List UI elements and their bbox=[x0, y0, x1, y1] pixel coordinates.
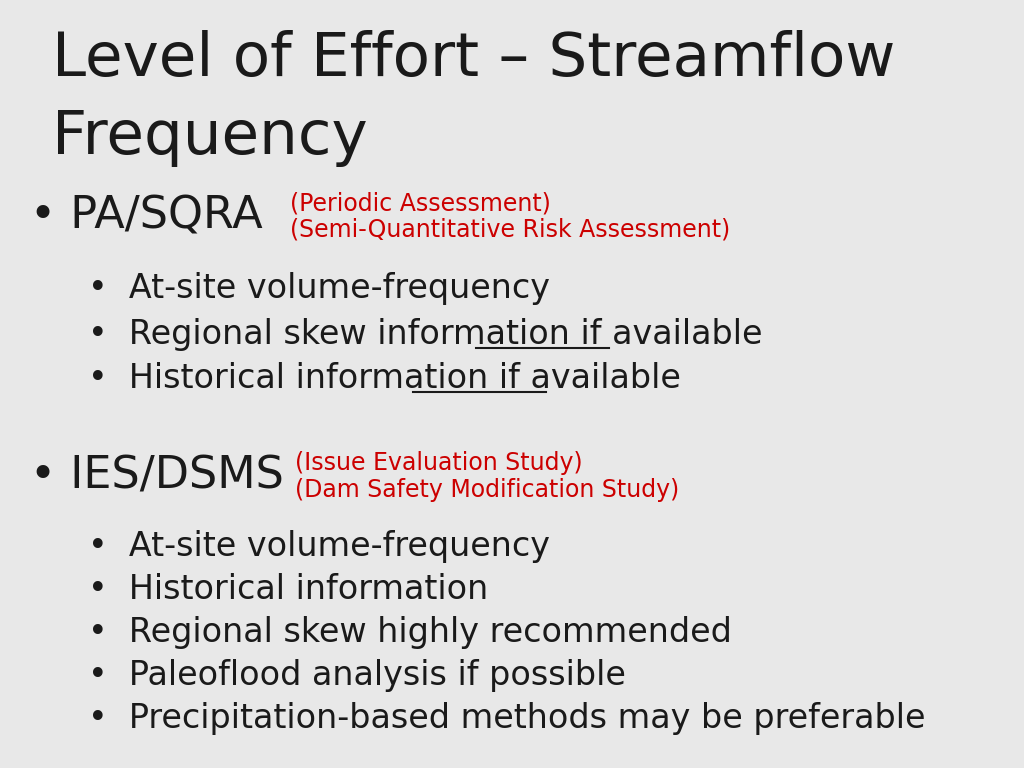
Text: (Periodic Assessment): (Periodic Assessment) bbox=[290, 191, 551, 215]
Text: •  Historical information if available: • Historical information if available bbox=[88, 362, 681, 395]
Text: Frequency: Frequency bbox=[52, 108, 368, 167]
Text: (Issue Evaluation Study): (Issue Evaluation Study) bbox=[295, 451, 583, 475]
Text: •  Historical information: • Historical information bbox=[88, 573, 488, 606]
Text: •  Regional skew information if available: • Regional skew information if available bbox=[88, 318, 763, 351]
Text: •  At-site volume-frequency: • At-site volume-frequency bbox=[88, 272, 550, 305]
Text: • PA/SQRA: • PA/SQRA bbox=[30, 195, 263, 238]
Text: Level of Effort – Streamflow: Level of Effort – Streamflow bbox=[52, 30, 895, 89]
Text: (Dam Safety Modification Study): (Dam Safety Modification Study) bbox=[295, 478, 679, 502]
Text: •  Precipitation-based methods may be preferable: • Precipitation-based methods may be pre… bbox=[88, 702, 926, 735]
Text: • IES/DSMS: • IES/DSMS bbox=[30, 455, 284, 498]
Text: •  Regional skew highly recommended: • Regional skew highly recommended bbox=[88, 616, 732, 649]
Text: (Semi-Quantitative Risk Assessment): (Semi-Quantitative Risk Assessment) bbox=[290, 218, 730, 242]
Text: •  Paleoflood analysis if possible: • Paleoflood analysis if possible bbox=[88, 659, 626, 692]
Text: •  At-site volume-frequency: • At-site volume-frequency bbox=[88, 530, 550, 563]
